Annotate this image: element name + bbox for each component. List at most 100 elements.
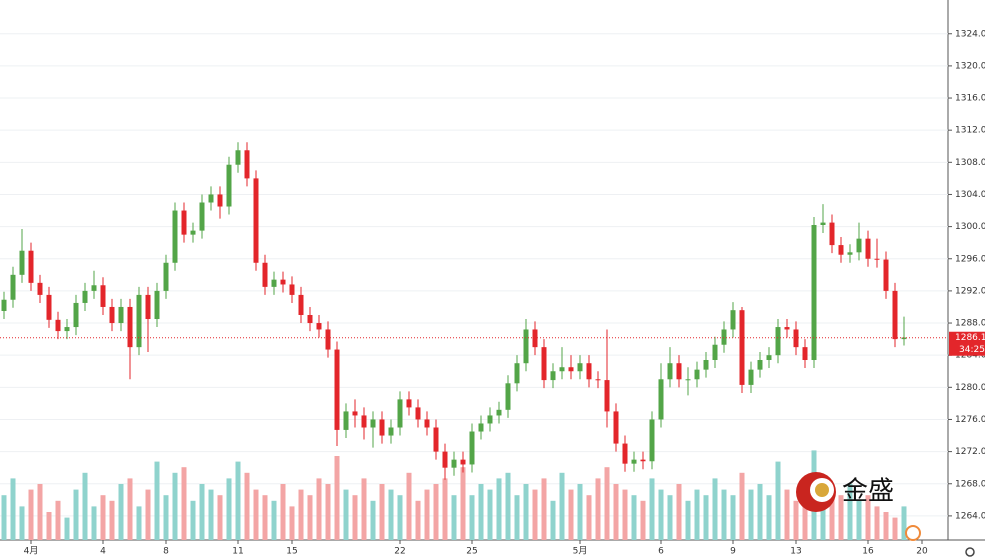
volume-bar xyxy=(739,472,745,540)
logo-text: 金盛 xyxy=(842,477,894,507)
volume-bar xyxy=(109,500,115,540)
candle-body xyxy=(19,250,25,275)
candle-body xyxy=(343,411,349,430)
y-tick-label: 1304.00 xyxy=(955,190,985,200)
y-tick-label: 1312.00 xyxy=(955,126,985,136)
candle-body xyxy=(55,319,61,332)
volume-bar xyxy=(478,484,484,540)
candle-body xyxy=(370,419,376,428)
candle-body xyxy=(748,369,754,385)
volume-bar xyxy=(334,456,340,540)
volume-bar xyxy=(460,467,466,540)
candle-body xyxy=(226,164,232,207)
candle-body xyxy=(235,150,241,165)
volume-bar xyxy=(325,484,331,540)
y-tick-label: 1264.00 xyxy=(955,511,985,521)
volume-bar xyxy=(424,489,430,540)
candle-body xyxy=(811,225,817,360)
candle-body xyxy=(109,306,115,324)
flag-icon[interactable] xyxy=(905,525,921,541)
candle-body xyxy=(730,310,736,330)
candle-body xyxy=(739,310,745,385)
candle-body xyxy=(685,379,691,381)
candle-body xyxy=(433,427,439,452)
x-tick-label: 6 xyxy=(658,547,664,557)
candle-body xyxy=(505,383,511,410)
y-tick-label: 1268.00 xyxy=(955,479,985,489)
x-tick-label: 4 xyxy=(100,547,106,557)
volume-bar xyxy=(397,495,403,540)
candle-body xyxy=(838,245,844,255)
candle-body xyxy=(694,369,700,380)
volume-bar xyxy=(649,478,655,540)
volume-bar xyxy=(667,495,673,540)
candle-body xyxy=(172,210,178,263)
candle-body xyxy=(496,409,502,416)
volume-bar xyxy=(172,472,178,540)
volume-bar xyxy=(379,484,385,540)
x-tick-label: 5月 xyxy=(573,546,588,557)
candle-body xyxy=(397,399,403,428)
candle-body xyxy=(532,329,538,348)
candle-body xyxy=(379,419,385,436)
volume-bar xyxy=(631,495,637,540)
volume-bar xyxy=(127,478,133,540)
volume-bar xyxy=(874,506,880,540)
volume-bar xyxy=(793,500,799,540)
candle-body xyxy=(784,327,790,330)
candle-body xyxy=(649,419,655,462)
volume-bar xyxy=(46,512,52,540)
candle-body xyxy=(604,380,610,412)
last-price-box xyxy=(949,331,985,356)
candle-body xyxy=(883,259,889,291)
candle-body xyxy=(334,349,340,430)
y-tick-label: 1276.00 xyxy=(955,415,985,425)
candle-body xyxy=(406,399,412,408)
volume-bar xyxy=(226,478,232,540)
candle-body xyxy=(280,279,286,285)
candle-body xyxy=(856,238,862,253)
candle-body xyxy=(298,294,304,315)
volume-bar xyxy=(721,489,727,540)
x-tick-label: 20 xyxy=(916,547,928,557)
x-tick-label: 8 xyxy=(163,547,169,557)
candle-body xyxy=(361,415,367,428)
candle-body xyxy=(793,329,799,348)
candle-body xyxy=(1,299,7,311)
volume-bar xyxy=(307,495,313,540)
volume-bar xyxy=(784,489,790,540)
volume-bar xyxy=(343,489,349,540)
volume-bar xyxy=(208,489,214,540)
candle-body xyxy=(208,194,214,203)
volume-bar xyxy=(568,489,574,540)
candle-body xyxy=(127,306,133,348)
volume-bar xyxy=(586,495,592,540)
candle-body xyxy=(199,202,205,231)
candle-body xyxy=(262,262,268,287)
volume-bar xyxy=(541,478,547,540)
candle-body xyxy=(307,315,313,324)
candle-body xyxy=(820,222,826,225)
x-tick-label: 4月 xyxy=(24,546,39,557)
volume-bar xyxy=(703,495,709,540)
candle-body xyxy=(82,290,88,303)
candle-body xyxy=(721,329,727,345)
x-tick-label: 13 xyxy=(790,547,801,557)
y-tick-label: 1280.00 xyxy=(955,383,985,393)
volume-bar xyxy=(514,495,520,540)
x-tick-label: 16 xyxy=(862,547,874,557)
last-price-label: 1286.17 xyxy=(955,333,985,343)
volume-bar xyxy=(523,484,529,540)
volume-bar xyxy=(289,506,295,540)
candle-body xyxy=(640,459,646,462)
volume-bar xyxy=(640,500,646,540)
volume-bar xyxy=(253,489,259,540)
candle-body xyxy=(712,344,718,360)
volume-bar xyxy=(154,461,160,540)
candle-body xyxy=(577,363,583,372)
candle-body xyxy=(325,329,331,350)
settings-icon[interactable] xyxy=(965,547,975,557)
candle-body xyxy=(154,290,160,320)
candle-body xyxy=(613,411,619,444)
